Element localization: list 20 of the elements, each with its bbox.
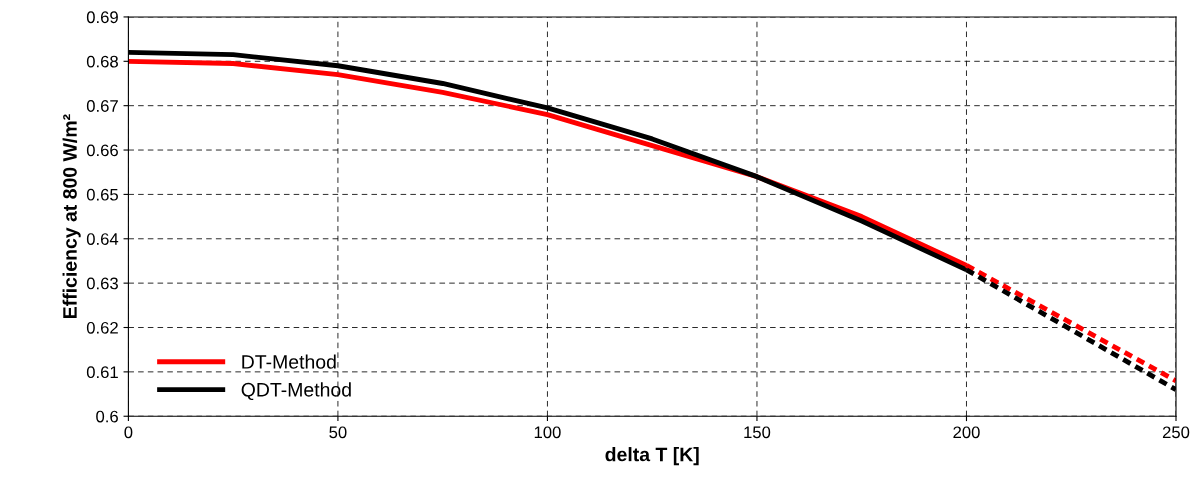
y-tick-label: 0.61: [86, 366, 118, 379]
y-tick-label: 0.68: [86, 55, 118, 68]
legend-label: DT-Method: [242, 354, 336, 369]
y-tick-label: 0.62: [86, 321, 118, 334]
y-tick-label: 0.64: [86, 233, 119, 245]
x-tick-label: 200: [953, 426, 980, 439]
x-tick-label: 250: [1162, 426, 1190, 439]
y-tick-label: 0.65: [86, 188, 118, 201]
x-tick-label: 50: [329, 426, 347, 439]
y-axis-title: Efficiency at 800 W/m²: [62, 114, 81, 318]
y-tick-label: 0.66: [86, 144, 118, 157]
legend-label: QDT-Method: [241, 382, 351, 401]
x-tick-label: 0: [124, 426, 133, 439]
y-tick-label: 0.69: [86, 11, 118, 24]
x-tick-label: 100: [534, 426, 561, 439]
x-tick-label: 150: [744, 426, 771, 439]
y-tick-label: 0.6: [96, 410, 118, 423]
y-tick-label: 0.63: [86, 277, 118, 290]
x-axis-title: delta T [K]: [605, 447, 699, 466]
y-tick-label: 0.67: [86, 100, 118, 112]
